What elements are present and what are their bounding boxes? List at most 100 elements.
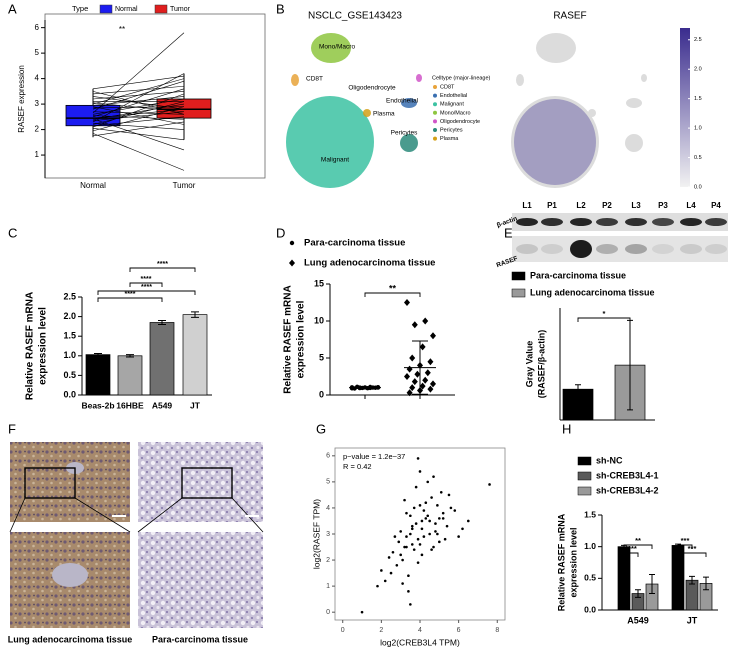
paired-line: [92, 118, 185, 151]
legend-marker: [289, 259, 295, 267]
y-axis-label: expression level: [296, 300, 307, 378]
data-point: [405, 545, 408, 549]
data-point: [393, 535, 397, 538]
data-point: [445, 524, 449, 528]
legend-label: Pericytes: [440, 127, 463, 133]
x-tick-label: A549: [152, 400, 173, 410]
data-point: [430, 332, 436, 340]
data-point: [403, 545, 406, 549]
data-point: [427, 385, 434, 393]
data-point: [432, 545, 435, 549]
data-point: [418, 470, 422, 473]
paired-line: [92, 75, 185, 90]
legend-swatch: [577, 471, 592, 481]
legend-dot: [433, 136, 437, 141]
lane-label: L2: [576, 201, 586, 210]
x-tick-label: JT: [190, 400, 201, 410]
data-point: [420, 519, 424, 523]
zoom-line: [9, 497, 264, 533]
band: [680, 244, 702, 254]
band: [680, 218, 702, 226]
legend-title: Celltype (major-lineage): [432, 75, 491, 81]
colorbar-label: 2.5: [694, 37, 702, 43]
expression-region: [516, 74, 524, 86]
panel-label: G: [316, 421, 326, 436]
legend-swatch: [154, 4, 168, 14]
bar: [149, 322, 175, 396]
y-axis-label: expression level: [38, 307, 49, 385]
data-point: [420, 527, 424, 531]
cluster: [363, 109, 371, 117]
data-point: [432, 475, 435, 478]
data-point: [443, 537, 447, 541]
paired-line: [92, 91, 185, 100]
y-axis-label: log2(RASEF TPM): [311, 499, 321, 569]
data-point: [404, 373, 410, 380]
band: [570, 240, 592, 258]
data-point: [410, 527, 414, 531]
y-tick-label: 1: [35, 150, 40, 159]
legend-label: sh-NC: [596, 455, 623, 465]
cluster: [286, 96, 374, 188]
legend-label: Malignant: [440, 102, 464, 108]
band: [652, 218, 674, 226]
data-point: [383, 579, 387, 583]
data-point: [422, 535, 426, 538]
annotation: R = 0.42: [343, 462, 372, 471]
data-point: [376, 584, 379, 588]
error-bar: [635, 589, 641, 598]
significance-bracket: [129, 267, 196, 272]
significance-bracket: [623, 552, 639, 557]
paired-line: [92, 133, 185, 171]
y-tick-label: 5: [326, 479, 330, 486]
data-point: [436, 532, 439, 536]
band: [596, 218, 618, 226]
y-tick-label: 10: [314, 315, 324, 325]
panel-label: H: [562, 421, 571, 436]
significance-bracket: [97, 290, 196, 295]
data-point: [391, 550, 395, 554]
y-tick-label: 0.5: [584, 573, 596, 583]
colorbar-label: 2.0: [694, 67, 702, 73]
data-point: [405, 511, 408, 515]
data-point: [406, 389, 413, 397]
y-tick-label: 0: [326, 609, 330, 616]
error-bar: [689, 575, 695, 585]
error-bar: [94, 352, 102, 357]
significance-label: ***: [688, 544, 697, 553]
data-point: [409, 603, 412, 606]
paired-line: [92, 111, 185, 121]
colorbar: [680, 28, 690, 187]
y-axis-label: Gray Value: [524, 341, 534, 388]
band: [652, 244, 674, 254]
lane-label: L1: [522, 201, 532, 210]
data-point: [434, 530, 437, 533]
data-point: [412, 506, 416, 510]
significance-label: ***: [681, 536, 690, 545]
x-tick-label: Normal: [80, 181, 106, 190]
significance-bracket: [677, 552, 707, 557]
cluster-label: Plasma: [373, 111, 395, 118]
expression-region: [626, 98, 642, 108]
y-tick-label: 3: [35, 99, 40, 108]
x-tick-label: JT: [687, 615, 698, 625]
legend-label: Plasma: [440, 136, 459, 142]
data-point: [399, 530, 402, 533]
data-point: [418, 543, 422, 546]
zoom-box: [24, 467, 76, 499]
error-bar: [575, 384, 581, 395]
y-tick-label: 0: [319, 389, 324, 399]
y-tick-label: 0.0: [584, 604, 596, 614]
legend-swatch: [511, 288, 526, 298]
data-point: [428, 519, 431, 523]
blot-strip: [512, 213, 728, 231]
legend-swatch: [99, 4, 113, 14]
x-tick-label: Tumor: [173, 181, 196, 190]
legend-label: Lung adenocarcinoma tissue: [530, 287, 655, 297]
annotation: p−value = 1.2e−37: [343, 452, 405, 461]
band: [625, 218, 647, 226]
colorbar-label: 0.5: [694, 155, 702, 161]
x-tick-label: 6: [457, 627, 461, 634]
data-point: [409, 514, 412, 518]
band: [570, 218, 592, 226]
